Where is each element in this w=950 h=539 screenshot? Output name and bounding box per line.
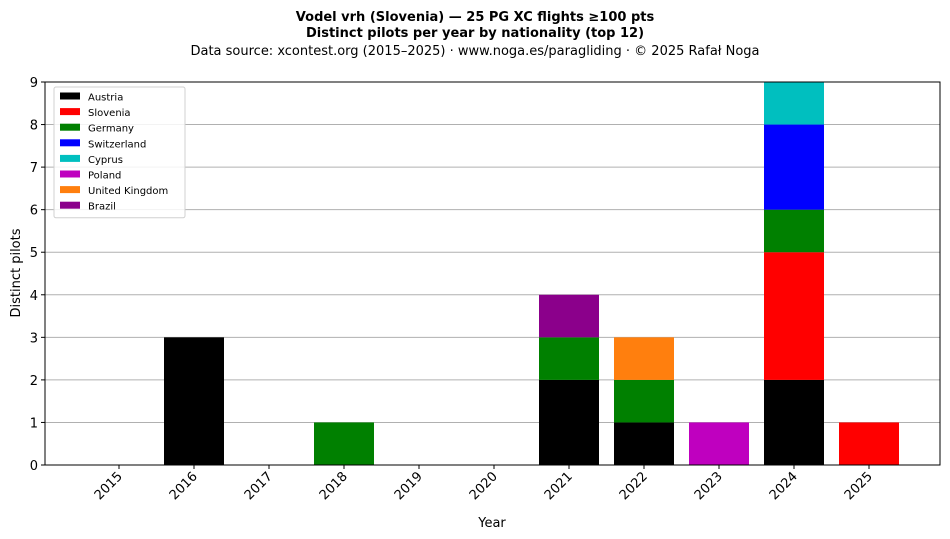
bar-segment <box>764 209 824 253</box>
bar-segment <box>539 379 599 465</box>
legend-swatch <box>60 108 80 116</box>
bar-segment <box>539 294 599 338</box>
x-tick-label: 2025 <box>842 469 876 503</box>
bar-segment <box>764 124 824 210</box>
x-tick-label: 2019 <box>392 469 426 503</box>
legend-label: Germany <box>88 124 134 135</box>
legend-box <box>53 86 186 219</box>
bar-segment <box>764 379 824 465</box>
x-tick-label: 2023 <box>692 469 726 503</box>
x-axis-label: Year <box>477 516 506 531</box>
y-axis-label: Distinct pilots <box>9 228 24 317</box>
y-tick-label: 9 <box>30 76 38 91</box>
y-axis-ticks: 0 1 2 3 4 5 6 7 8 9 <box>30 76 45 474</box>
bar-segment <box>839 422 899 465</box>
bar-segment <box>539 337 599 380</box>
x-tick-label: 2015 <box>92 469 126 503</box>
legend-swatch <box>60 154 80 162</box>
chart-source-line: Data source: xcontest.org (2015–2025) · … <box>190 44 759 59</box>
bars <box>164 82 899 465</box>
legend-swatch <box>60 170 80 178</box>
y-tick-label: 2 <box>30 374 38 389</box>
bar-segment <box>689 422 749 465</box>
y-tick-label: 8 <box>30 119 38 134</box>
legend-label: Poland <box>88 171 121 182</box>
legend-label: Brazil <box>88 202 116 213</box>
y-tick-label: 7 <box>30 161 38 176</box>
bar-segment <box>164 337 224 465</box>
x-tick-label: 2021 <box>542 469 576 503</box>
y-tick-label: 3 <box>30 331 38 346</box>
x-tick-label: 2022 <box>617 469 651 503</box>
legend-swatch <box>60 92 80 100</box>
legend-label: Slovenia <box>88 108 131 119</box>
legend: Austria Slovenia Germany Switzerland Cyprus P… <box>53 86 186 219</box>
bar-segment <box>764 252 824 380</box>
legend-label: Austria <box>88 93 123 104</box>
bar-segment <box>764 82 824 125</box>
x-tick-label: 2018 <box>317 469 351 503</box>
y-tick-label: 6 <box>30 204 38 219</box>
plot-frame <box>44 81 941 466</box>
x-tick-label: 2024 <box>767 469 801 503</box>
bar-segment <box>314 422 374 465</box>
x-tick-label: 2020 <box>467 469 501 503</box>
y-tick-label: 5 <box>30 246 38 261</box>
x-tick-label: 2017 <box>242 469 276 503</box>
legend-swatch <box>60 186 80 194</box>
y-tick-label: 4 <box>30 289 38 304</box>
x-tick-label: 2016 <box>167 469 201 503</box>
legend-label: United Kingdom <box>88 186 168 197</box>
y-tick-label: 0 <box>30 459 38 474</box>
legend-label: Switzerland <box>88 139 146 150</box>
legend-swatch <box>60 201 80 209</box>
x-axis-ticks: 2015 2016 2017 2018 2019 2020 2021 2022 2023 2024… <box>92 465 876 503</box>
legend-swatch <box>60 123 80 131</box>
bar-segment <box>614 337 674 380</box>
legend-swatch <box>60 139 80 147</box>
bar-segment <box>614 379 674 423</box>
bar-segment <box>614 422 674 465</box>
chart-title: Vodel vrh (Slovenia) — 25 PG XC flights … <box>296 10 655 25</box>
legend-label: Cyprus <box>88 155 123 166</box>
chart-subtitle: Distinct pilots per year by nationality … <box>306 26 644 41</box>
y-tick-label: 1 <box>30 416 38 431</box>
